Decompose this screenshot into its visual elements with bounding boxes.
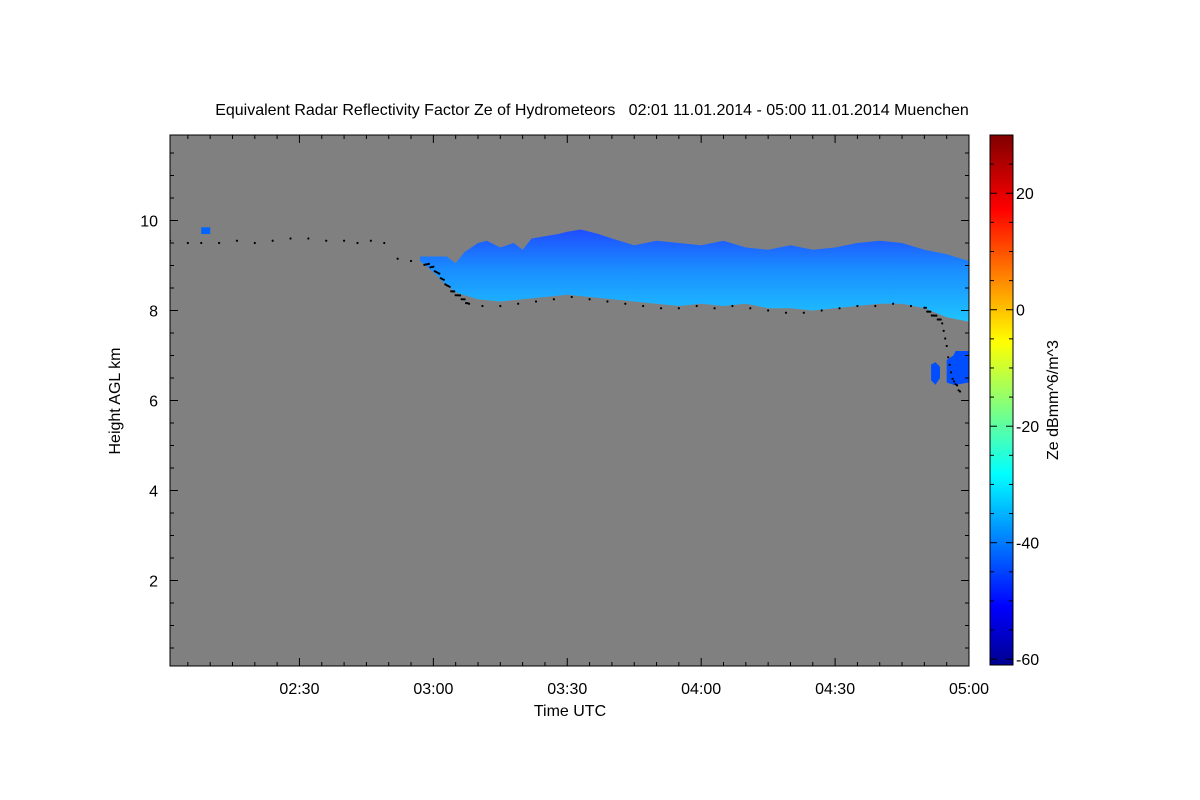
cloud-base-dot xyxy=(957,389,960,392)
x-tick-label: 04:00 xyxy=(681,681,721,698)
x-tick-label: 04:30 xyxy=(815,681,855,698)
cloud-layer-3 xyxy=(931,362,940,385)
cloud-base-dot xyxy=(289,237,292,240)
y-axis: 2 4 6 8 10 xyxy=(140,152,969,649)
cloud-base-dot xyxy=(517,302,520,305)
cloud-base-dot xyxy=(874,304,877,308)
cloud-base-dot xyxy=(235,239,239,242)
cloud-base-dot xyxy=(953,380,956,383)
cloud-base-dot xyxy=(463,298,466,301)
cloud-base-dot xyxy=(929,310,932,313)
cloud-base-dot xyxy=(356,241,359,245)
cloud-base-dot xyxy=(606,300,609,303)
y-tick-label: 8 xyxy=(149,304,158,321)
cloud-base-dot xyxy=(784,311,788,314)
colorbar xyxy=(989,134,1014,666)
cloud-base-dot xyxy=(820,309,823,312)
plot-background xyxy=(170,135,969,666)
cloud-base-dot xyxy=(438,272,441,275)
y-axis-label: Height AGL km xyxy=(107,347,124,454)
cloud-base-dot xyxy=(945,344,948,348)
cloud-base-dot xyxy=(948,363,951,366)
cloud-base-dot xyxy=(892,302,895,305)
cloud-base-dot xyxy=(956,384,959,387)
cloud-base-dot xyxy=(954,383,957,386)
cloud-base-dot xyxy=(442,278,445,281)
cloud-base-dot xyxy=(958,390,962,393)
cloud-base-dot xyxy=(383,241,386,245)
cloud-base-dot xyxy=(624,302,627,305)
cloud-base-dot xyxy=(695,304,698,308)
x-tick-label: 05:00 xyxy=(949,681,989,698)
cloud-base-dot xyxy=(935,314,938,317)
cloud-base-dot xyxy=(588,298,591,301)
cloud-base-dot xyxy=(186,241,189,245)
colorbar-tick-label: -40 xyxy=(1016,536,1039,553)
cloud-base-dot xyxy=(325,239,328,242)
cloud-base-dot xyxy=(909,304,913,308)
cloud-base-dot xyxy=(942,329,945,332)
cloud-base-dot xyxy=(570,295,573,299)
cloud-base-dot xyxy=(218,241,221,245)
cloud-base-dot xyxy=(200,241,203,245)
cloud-base-dot xyxy=(856,304,859,308)
cloud-base-dots xyxy=(170,237,962,393)
cloud-base-dot xyxy=(396,257,399,260)
colorbar-tick-label: -60 xyxy=(1016,652,1039,669)
cloud-base-dot xyxy=(271,239,274,242)
cloud-base-dot xyxy=(838,307,841,310)
colorbar-label: Ze dBmm^6/m^3 xyxy=(1045,340,1062,460)
colorbar-axis: 20 0 -20 -40 -60 xyxy=(990,134,1039,669)
cloud-base-dot xyxy=(342,239,346,242)
cloud-base-dot xyxy=(427,262,430,265)
cloud-base-dot xyxy=(534,300,538,303)
cloud-base-dot xyxy=(950,371,953,374)
cloud-base-dot xyxy=(944,337,947,340)
reflectivity-layers xyxy=(201,227,969,385)
cloud-base-dot xyxy=(467,302,471,305)
colorbar-tick-label: -20 xyxy=(1016,419,1039,436)
cloud-base-dot xyxy=(448,285,451,288)
x-axis: 02:30 03:00 03:30 04:00 04:30 05:00 xyxy=(187,135,989,698)
y-tick-label: 4 xyxy=(149,484,158,501)
cloud-base-dot xyxy=(767,309,770,312)
cloud-layer-1 xyxy=(420,229,969,322)
cloud-base-dot xyxy=(749,307,752,310)
cloud-base-dot xyxy=(369,239,372,242)
cloud-layer-4 xyxy=(201,227,211,234)
cloud-base-dot xyxy=(939,318,942,321)
cloud-base-dot xyxy=(552,298,555,301)
cloud-base-dot xyxy=(713,307,716,310)
cloud-layer-2 xyxy=(946,351,969,385)
cloud-base-dot xyxy=(802,311,805,314)
y-tick-label: 2 xyxy=(149,574,158,591)
cloud-base-dot xyxy=(924,306,928,309)
cloud-base-dot xyxy=(253,241,256,245)
y-tick-label: 10 xyxy=(140,214,158,231)
x-tick-label: 03:00 xyxy=(413,681,453,698)
x-axis-label: Time UTC xyxy=(534,703,606,720)
cloud-base-dot xyxy=(731,304,734,308)
cloud-base-dot xyxy=(659,307,663,310)
cloud-base-dot xyxy=(951,377,954,380)
cloud-base-dot xyxy=(499,304,502,308)
y-tick-label: 6 xyxy=(149,394,158,411)
x-tick-label: 03:30 xyxy=(547,681,587,698)
x-tick-label: 02:30 xyxy=(279,681,319,698)
colorbar-tick-label: 20 xyxy=(1016,186,1034,203)
cloud-base-dot xyxy=(642,304,645,308)
cloud-base-dot xyxy=(941,322,944,325)
cloud-base-dot xyxy=(677,307,680,310)
cloud-base-dot xyxy=(459,294,462,297)
cloud-base-dot xyxy=(481,304,484,308)
colorbar-tick-label: 0 xyxy=(1016,303,1025,320)
chart-title: Equivalent Radar Reflectivity Factor Ze … xyxy=(215,102,969,119)
cloud-base-dot xyxy=(432,265,435,268)
cloud-base-dot xyxy=(307,237,310,240)
cloud-base-dot xyxy=(409,259,413,263)
cloud-base-dot xyxy=(947,356,950,359)
cloud-base-dot xyxy=(453,290,456,293)
